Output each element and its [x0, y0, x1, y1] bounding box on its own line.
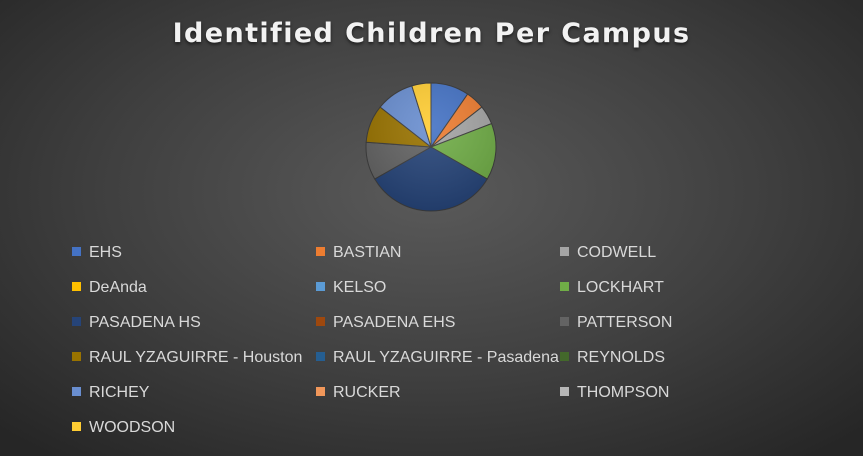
legend-label: BASTIAN: [333, 244, 401, 261]
legend-swatch: [72, 247, 81, 256]
legend-item-pasadena-ehs: PASADENA EHS: [316, 313, 455, 333]
legend-item-pasadena-hs: PASADENA HS: [72, 313, 201, 333]
legend-item-patterson: PATTERSON: [560, 313, 672, 333]
legend-label: PASADENA EHS: [333, 314, 455, 331]
legend-label: EHS: [89, 244, 122, 261]
legend-swatch: [560, 387, 569, 396]
legend-item-codwell: CODWELL: [560, 243, 656, 263]
legend-item-rucker: RUCKER: [316, 383, 401, 403]
legend-label: RUCKER: [333, 384, 401, 401]
legend-item-raul-yzaguirre-pasadena: RAUL YZAGUIRRE - Pasadena: [316, 348, 559, 368]
legend-label: PASADENA HS: [89, 314, 201, 331]
legend-label: REYNOLDS: [577, 349, 665, 366]
legend-swatch: [316, 247, 325, 256]
legend-label: RAUL YZAGUIRRE - Houston: [89, 349, 302, 366]
legend-item-deanda: DeAnda: [72, 278, 147, 298]
legend-label: LOCKHART: [577, 279, 664, 296]
legend-item-reynolds: REYNOLDS: [560, 348, 665, 368]
legend-label: DeAnda: [89, 279, 147, 296]
legend-label: RICHEY: [89, 384, 149, 401]
legend-swatch: [560, 282, 569, 291]
legend-swatch: [316, 317, 325, 326]
legend-label: RAUL YZAGUIRRE - Pasadena: [333, 349, 559, 366]
legend-item-kelso: KELSO: [316, 278, 386, 298]
legend-swatch: [316, 282, 325, 291]
legend-swatch: [72, 387, 81, 396]
legend-swatch: [316, 387, 325, 396]
legend-item-raul-yzaguirre-houston: RAUL YZAGUIRRE - Houston: [72, 348, 302, 368]
legend-swatch: [560, 352, 569, 361]
legend-item-bastian: BASTIAN: [316, 243, 401, 263]
legend-swatch: [72, 422, 81, 431]
legend-item-richey: RICHEY: [72, 383, 149, 403]
legend-item-woodson: WOODSON: [72, 418, 175, 438]
legend-label: PATTERSON: [577, 314, 672, 331]
legend-item-ehs: EHS: [72, 243, 122, 263]
legend-swatch: [560, 317, 569, 326]
legend-label: CODWELL: [577, 244, 656, 261]
legend-label: KELSO: [333, 279, 386, 296]
legend-swatch: [316, 352, 325, 361]
legend-swatch: [72, 282, 81, 291]
legend-label: THOMPSON: [577, 384, 669, 401]
legend-item-thompson: THOMPSON: [560, 383, 669, 403]
legend-swatch: [72, 352, 81, 361]
legend-label: WOODSON: [89, 419, 175, 436]
legend-swatch: [72, 317, 81, 326]
legend-swatch: [560, 247, 569, 256]
legend-item-lockhart: LOCKHART: [560, 278, 664, 298]
